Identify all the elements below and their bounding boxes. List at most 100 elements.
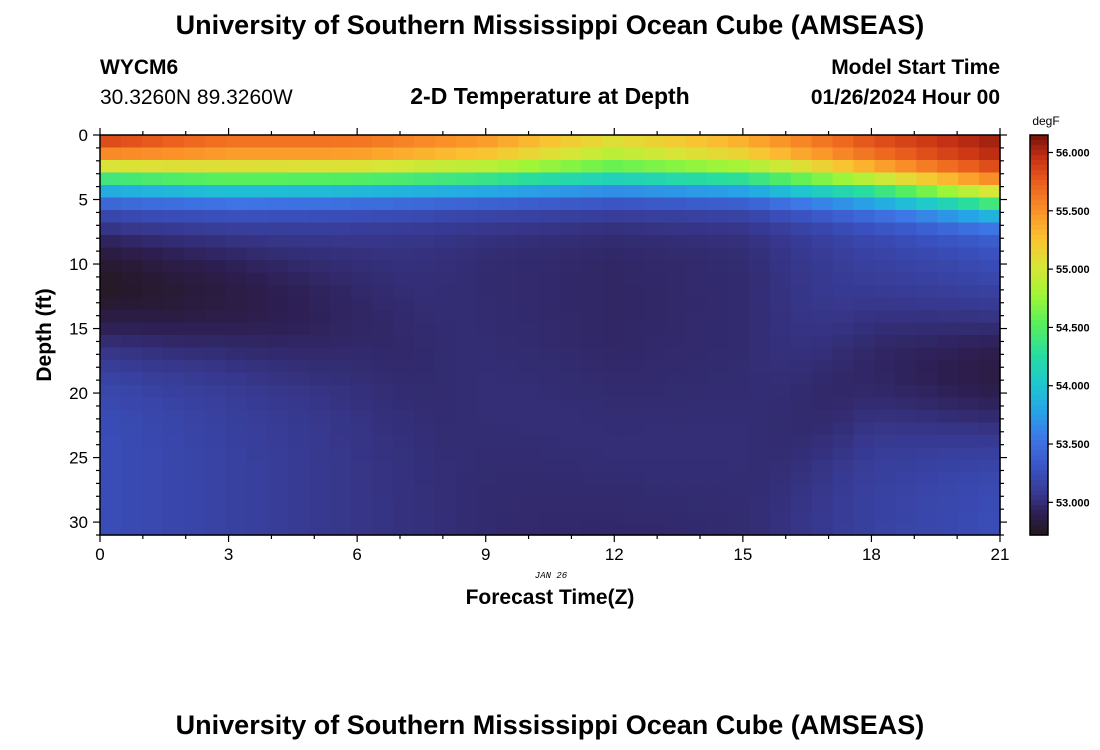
heatmap-cell — [476, 272, 499, 286]
footer-title: University of Southern Mississippi Ocean… — [175, 710, 925, 740]
colorbar-segment — [1030, 455, 1048, 461]
heatmap-cell — [958, 347, 980, 361]
heatmap-cell — [581, 472, 603, 486]
heatmap-cell — [141, 385, 164, 399]
heatmap-cell — [811, 435, 834, 449]
heatmap-cell — [644, 385, 666, 399]
heatmap-cell — [539, 372, 562, 386]
heatmap-cell — [832, 447, 855, 461]
heatmap-cell — [183, 185, 206, 199]
heatmap-cell — [518, 460, 541, 474]
heatmap-cell — [225, 185, 248, 199]
heatmap-cell — [706, 235, 729, 249]
colorbar-segment — [1030, 465, 1048, 471]
heatmap-cell — [120, 485, 143, 499]
heatmap-cell — [727, 360, 750, 374]
heatmap-cell — [895, 360, 917, 374]
heatmap-cell — [811, 185, 834, 199]
colorbar-segment — [1030, 390, 1048, 396]
heatmap-cell — [288, 322, 310, 336]
heatmap-cell — [811, 135, 834, 149]
heatmap-cell — [330, 347, 352, 361]
heatmap-cell — [727, 210, 750, 224]
heatmap-cell — [811, 147, 834, 161]
heatmap-cell — [330, 335, 352, 349]
heatmap-cell — [434, 160, 457, 174]
heatmap-cell — [560, 372, 582, 386]
heatmap-cell — [727, 160, 750, 174]
heatmap-cell — [497, 285, 520, 299]
heatmap-cell — [602, 160, 624, 174]
heatmap-cell — [162, 435, 185, 449]
heatmap-cell — [141, 322, 164, 336]
heatmap-cell — [288, 185, 310, 199]
heatmap-cell — [351, 347, 373, 361]
heatmap-cell — [979, 447, 1001, 461]
heatmap-cell — [330, 422, 352, 436]
heatmap-cell — [958, 522, 980, 536]
heatmap-cell — [476, 360, 499, 374]
heatmap-cell — [141, 435, 164, 449]
heatmap-cell — [393, 485, 415, 499]
heatmap-cell — [665, 510, 687, 524]
heatmap-cell — [413, 197, 436, 211]
heatmap-cell — [623, 147, 645, 161]
heatmap-cell — [769, 160, 792, 174]
colorbar-segment — [1030, 415, 1048, 421]
heatmap-cell — [832, 147, 855, 161]
heatmap-cell — [267, 222, 289, 236]
heatmap-cell — [330, 497, 352, 511]
colorbar-segment — [1030, 460, 1048, 466]
heatmap-cell — [183, 247, 206, 261]
heatmap-cell — [372, 222, 394, 236]
heatmap-cell — [769, 485, 792, 499]
heatmap-cell — [686, 347, 708, 361]
heatmap-cell — [811, 335, 834, 349]
heatmap-cell — [958, 372, 980, 386]
heatmap-cell — [581, 310, 603, 324]
heatmap-cell — [748, 435, 771, 449]
heatmap-cell — [497, 185, 520, 199]
heatmap-cell — [413, 497, 436, 511]
heatmap-cell — [267, 460, 289, 474]
heatmap-cell — [727, 485, 750, 499]
heatmap-cell — [330, 135, 352, 149]
heatmap-cell — [100, 172, 122, 186]
heatmap-cell — [267, 360, 289, 374]
heatmap-cell — [330, 435, 352, 449]
heatmap-cell — [644, 247, 666, 261]
heatmap-cell — [979, 460, 1001, 474]
heatmap-cell — [832, 385, 855, 399]
heatmap-cell — [686, 147, 708, 161]
heatmap-cell — [330, 160, 352, 174]
heatmap-cell — [706, 347, 729, 361]
heatmap-cell — [351, 510, 373, 524]
heatmap-cell — [665, 260, 687, 274]
heatmap-cell — [246, 185, 269, 199]
heatmap-cell — [497, 447, 520, 461]
heatmap-cell — [141, 272, 164, 286]
heatmap-cell — [790, 410, 813, 424]
heatmap-cell — [351, 322, 373, 336]
heatmap-cell — [895, 272, 917, 286]
heatmap-cell — [623, 460, 645, 474]
heatmap-cell — [581, 197, 603, 211]
colorbar-segment — [1030, 495, 1048, 501]
heatmap-cell — [288, 197, 310, 211]
heatmap-cell — [916, 447, 938, 461]
heatmap-cell — [351, 447, 373, 461]
heatmap-cell — [623, 385, 645, 399]
heatmap-cell — [434, 322, 457, 336]
heatmap-cell — [748, 322, 771, 336]
heatmap-cell — [288, 360, 310, 374]
heatmap-cell — [623, 510, 645, 524]
heatmap-cell — [183, 460, 206, 474]
heatmap-cell — [958, 160, 980, 174]
heatmap-cell — [120, 135, 143, 149]
heatmap-cell — [560, 410, 582, 424]
colorbar-segment — [1030, 325, 1048, 331]
heatmap-cell — [895, 335, 917, 349]
heatmap-cell — [686, 360, 708, 374]
heatmap-cell — [183, 310, 206, 324]
heatmap-cell — [372, 272, 394, 286]
